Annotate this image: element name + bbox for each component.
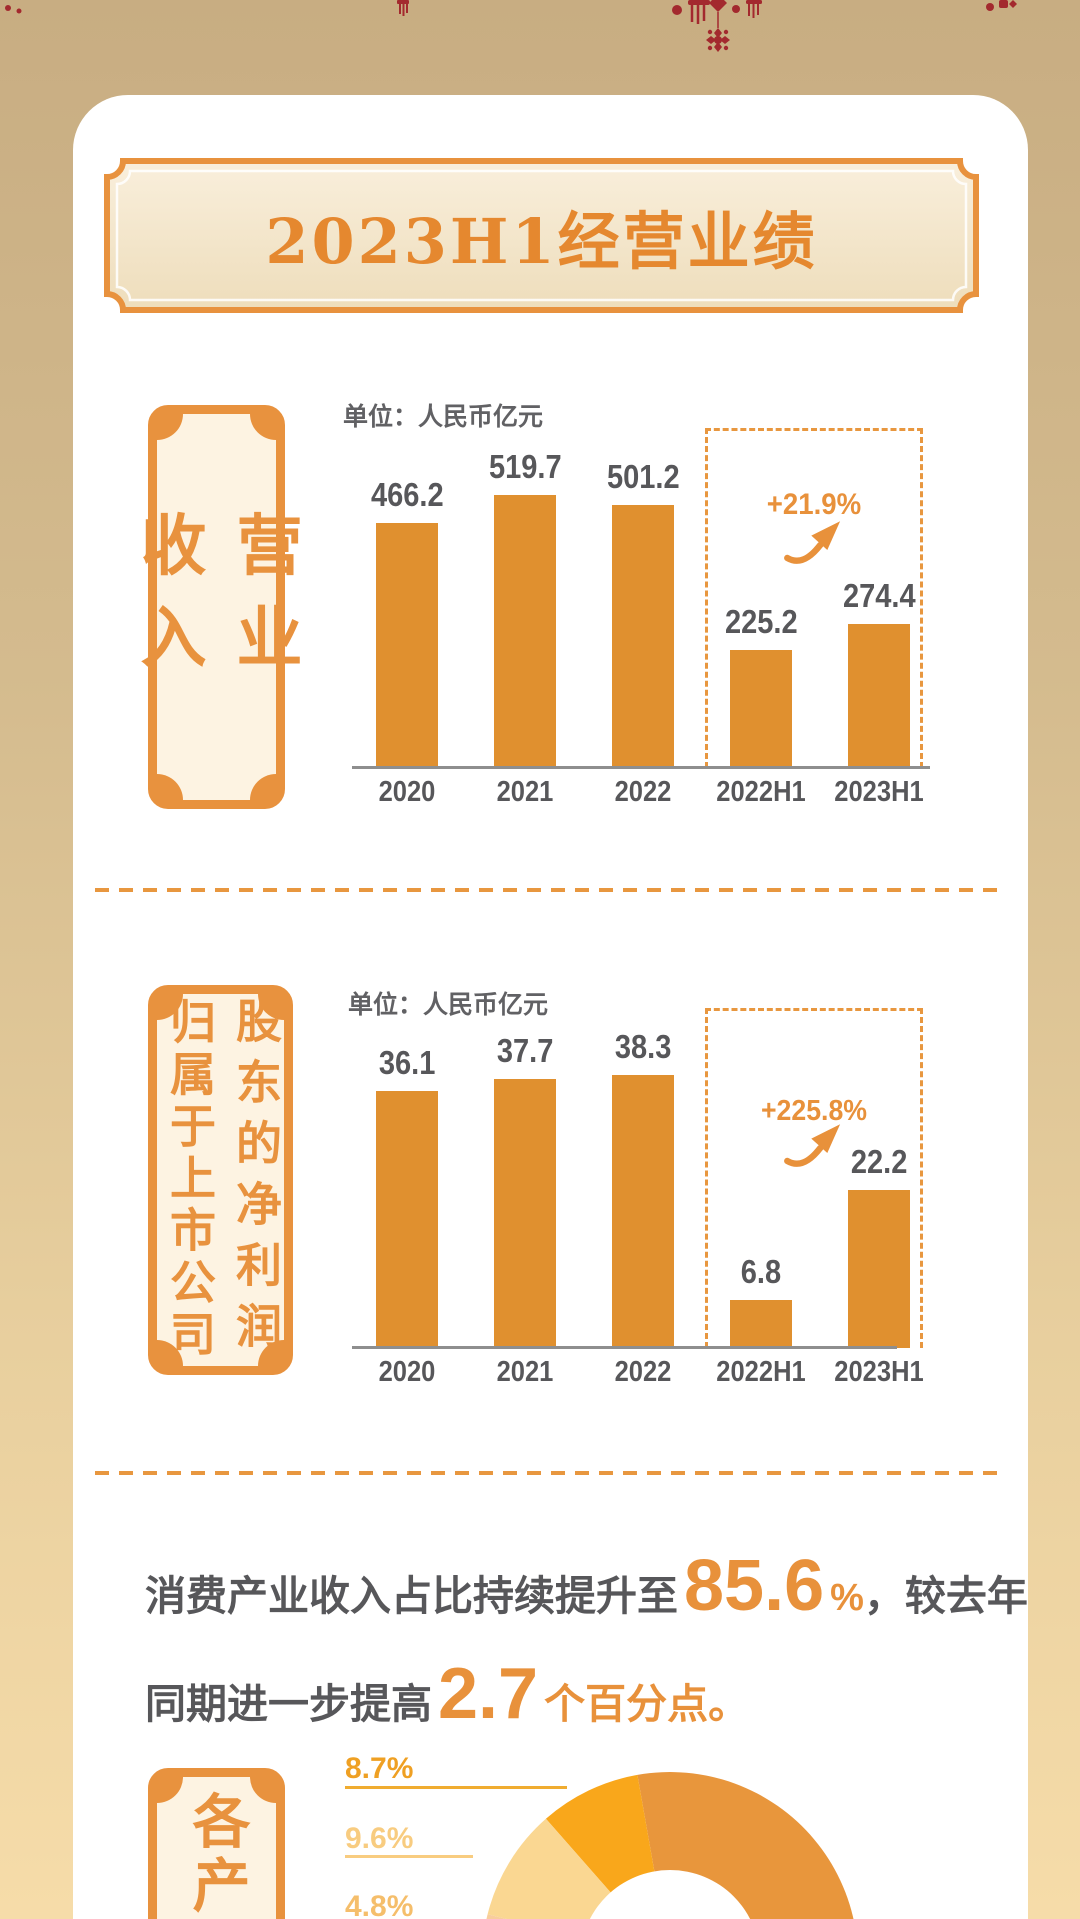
chart2-growth-label: +225.8% bbox=[760, 1095, 868, 1127]
bar-group-2023H1: 22.2 bbox=[819, 983, 939, 1348]
pie-leader-line bbox=[345, 1786, 567, 1789]
chart1-highlight-box bbox=[705, 428, 923, 768]
bar-value: 36.1 bbox=[378, 1044, 436, 1081]
chart2-title-col2: 股东的净利润 bbox=[229, 997, 283, 1363]
plaque-corner-icon bbox=[250, 774, 276, 800]
big-number-85-6: 85.6 bbox=[684, 1546, 825, 1626]
chart1-xlabel-2022H1: 2022H1 bbox=[716, 776, 806, 808]
paragraph-text: 消费产业收入占比持续提升至 bbox=[145, 1573, 678, 1619]
bar-value: 501.2 bbox=[606, 458, 680, 495]
bar-value: 37.7 bbox=[496, 1032, 554, 1069]
chart1-xlabel-2020: 2020 bbox=[378, 776, 436, 808]
chart2-xlabel-2022: 2022 bbox=[614, 1356, 672, 1388]
chart2-xlabel-2023H1: 2023H1 bbox=[834, 1356, 924, 1388]
bar-2022 bbox=[612, 505, 674, 768]
bar-group-2020: 466.2 bbox=[347, 403, 467, 768]
chart1-title-plaque: 营业收入 bbox=[130, 405, 304, 809]
pie-title-plaque: 各产业 bbox=[148, 1768, 285, 1919]
chart1-xlabel-2022: 2022 bbox=[614, 776, 672, 808]
chart2-axis-line bbox=[352, 1346, 897, 1349]
paragraph-line1: 消费产业收入占比持续提升至 85.6 % ，较去年 bbox=[145, 1545, 1028, 1627]
bar-group-2021: 37.7 bbox=[465, 983, 585, 1348]
industry-donut-chart bbox=[486, 1772, 854, 1919]
paragraph-line2: 同期进一步提高 2.7 个百分点 。 bbox=[145, 1653, 995, 1735]
highlight-paragraph: 消费产业收入占比持续提升至 85.6 % ，较去年 同期进一步提高 2.7 个百… bbox=[145, 1545, 1028, 1735]
pie-label-9-6: 9.6% bbox=[345, 1822, 414, 1855]
section-divider bbox=[95, 888, 1000, 892]
bar-2022H1 bbox=[730, 1300, 792, 1348]
plaque-corner-icon bbox=[157, 774, 183, 800]
festive-ornaments-icon bbox=[5, 0, 1017, 52]
paragraph-text: 同期进一步提高 bbox=[145, 1681, 432, 1727]
chart1-title: 营业收入 bbox=[129, 510, 304, 695]
chart1-xlabel-2021: 2021 bbox=[496, 776, 554, 808]
pie-title: 各产业 bbox=[182, 1791, 251, 1919]
bar-value: 6.8 bbox=[740, 1253, 782, 1290]
bar-2023H1 bbox=[848, 1190, 910, 1348]
chart2-title-plaque: 归属于上市公司 股东的净利润 bbox=[148, 985, 293, 1375]
pie-label-4-8: 4.8% bbox=[345, 1890, 414, 1919]
bar-2023H1 bbox=[848, 624, 910, 768]
title-banner: 2023H1经营业绩 bbox=[103, 157, 980, 314]
chart1-axis-line bbox=[352, 766, 930, 769]
bar-group-2022H1: 6.8 bbox=[701, 983, 821, 1348]
chart2-xlabel-2020: 2020 bbox=[378, 1356, 436, 1388]
plaque-corner-icon bbox=[157, 414, 183, 440]
chart2-title-col1: 归属于上市公司 bbox=[163, 998, 217, 1362]
pie-label-8-7: 8.7% bbox=[345, 1752, 414, 1785]
bar-group-2023H1: 274.4 bbox=[819, 403, 939, 768]
pie-leader-line bbox=[345, 1855, 473, 1858]
page-title: 2023H1经营业绩 bbox=[265, 204, 818, 278]
paragraph-text: ，较去年 bbox=[863, 1573, 1028, 1619]
period-mark: 。 bbox=[708, 1681, 750, 1727]
bar-group-2022: 501.2 bbox=[583, 403, 703, 768]
bar-2021 bbox=[494, 1079, 556, 1348]
chart2-xlabel-2021: 2021 bbox=[496, 1356, 554, 1388]
chart2-xlabel-2022H1: 2022H1 bbox=[716, 1356, 806, 1388]
chart1-growth-label: +21.9% bbox=[766, 488, 862, 521]
growth-arrow-icon bbox=[784, 1124, 841, 1167]
bar-2021 bbox=[494, 495, 556, 768]
bar-value: 225.2 bbox=[724, 603, 798, 640]
chart1-xlabel-2023H1: 2023H1 bbox=[834, 776, 924, 808]
bar-group-2020: 36.1 bbox=[347, 983, 467, 1348]
bar-2020 bbox=[376, 523, 438, 768]
bar-group-2022: 38.3 bbox=[583, 983, 703, 1348]
title-frame-icon bbox=[104, 158, 979, 313]
plaque-corner-icon bbox=[250, 414, 276, 440]
bar-value: 274.4 bbox=[842, 577, 916, 614]
donut-hole bbox=[589, 1870, 751, 1919]
growth-arrow-icon bbox=[784, 521, 841, 564]
bar-group-2021: 519.7 bbox=[465, 403, 585, 768]
percent-sign: % bbox=[830, 1577, 864, 1619]
chart1-unit-label: 单位：人民币亿元 bbox=[343, 403, 544, 431]
chart2-unit-label: 单位：人民币亿元 bbox=[348, 991, 549, 1019]
section-divider bbox=[95, 1471, 1000, 1475]
bar-2020 bbox=[376, 1091, 438, 1348]
bar-value: 38.3 bbox=[614, 1028, 672, 1065]
content-card: 2023H1经营业绩 营业收入 单位：人民币亿元 +21.9% 466.2 51… bbox=[73, 95, 1028, 1919]
bar-2022H1 bbox=[730, 650, 792, 768]
chart2-highlight-box bbox=[705, 1008, 923, 1348]
bar-2022 bbox=[612, 1075, 674, 1348]
bar-value: 466.2 bbox=[370, 476, 444, 513]
paragraph-text-orange: 个百分点 bbox=[544, 1681, 709, 1727]
bar-value: 519.7 bbox=[488, 448, 562, 485]
big-number-2-7: 2.7 bbox=[438, 1654, 539, 1734]
bar-group-2022H1: 225.2 bbox=[701, 403, 821, 768]
bar-value: 22.2 bbox=[850, 1143, 908, 1180]
